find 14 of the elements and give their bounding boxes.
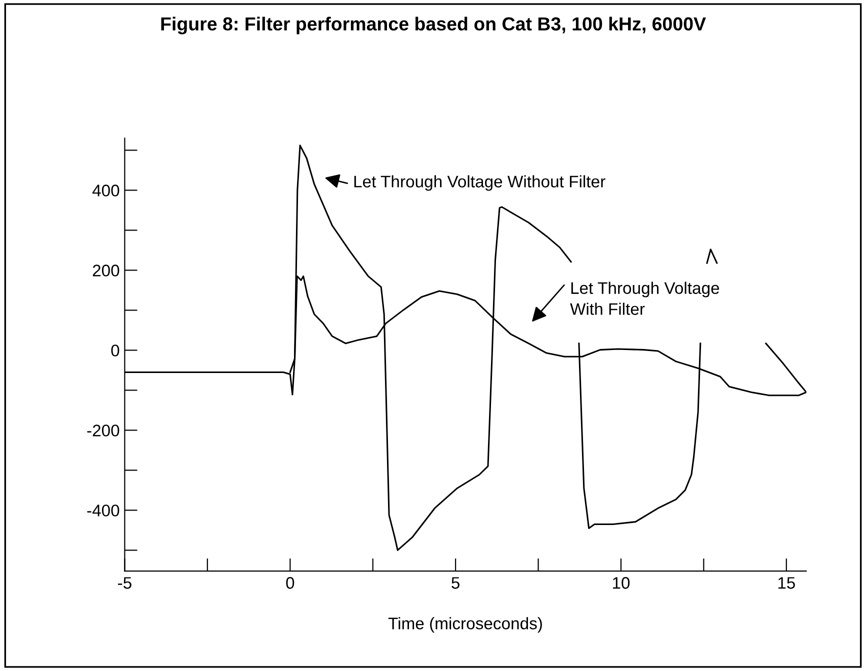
annotation: Let Through Voltage With Filter [570, 282, 720, 315]
y-tick-label: 400 [92, 184, 120, 196]
y-tick-label: 200 [92, 264, 120, 276]
x-tick-label: 5 [452, 577, 460, 589]
x-axis-title: Time (microseconds) [388, 617, 542, 633]
y-tick-label: 0 [111, 344, 120, 356]
x-tick-label: -5 [118, 577, 132, 589]
annotation: Let Through Voltage Without Filter [354, 175, 606, 191]
x-tick-label: 0 [286, 577, 294, 589]
y-tick-label: -400 [87, 504, 120, 516]
x-tick-label: 15 [778, 577, 795, 589]
y-tick-label: -200 [87, 424, 120, 436]
chart-title: Figure 8: Filter performance based on Cat B3, 100 kHz, 6000V [161, 16, 706, 34]
x-tick-label: 10 [612, 577, 630, 589]
